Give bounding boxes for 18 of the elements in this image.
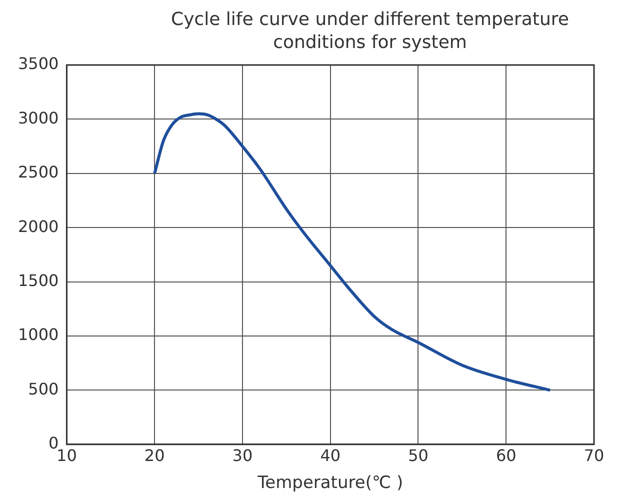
x-tick-label: 60 [496,446,516,466]
x-tick-label: 70 [584,446,604,466]
y-tick-label: 3000 [18,108,59,128]
y-tick-label: 500 [28,379,59,398]
chart-title: Cycle life curve under different temperature conditions for system [170,8,570,54]
y-tick-label: 1000 [18,325,59,344]
y-tick-label: 2500 [18,162,59,182]
x-tick-label: 30 [232,446,253,466]
line-series [153,112,552,392]
y-tick-label: 0 [48,434,59,453]
y-tick-label: 3500 [18,54,59,74]
x-tick-label: 50 [408,446,428,466]
x-tick-label: 10 [56,446,77,466]
y-tick-label: 2000 [18,216,59,236]
x-tick-label: 40 [320,446,341,466]
x-tick-label: 20 [144,446,165,466]
y-tick-label: 1500 [18,270,59,290]
x-axis-title: Temperature(℃ ) [256,473,404,494]
